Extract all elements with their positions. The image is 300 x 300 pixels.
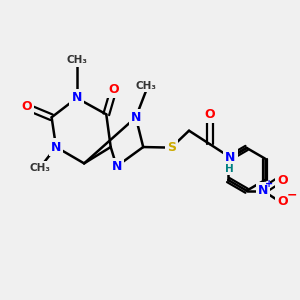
Text: −: − <box>287 188 298 201</box>
Text: N: N <box>111 160 122 173</box>
Text: N: N <box>130 111 141 124</box>
Text: S: S <box>167 141 176 154</box>
Text: N: N <box>51 140 61 154</box>
Text: N: N <box>258 184 268 197</box>
Text: CH₃: CH₃ <box>29 163 50 173</box>
Text: O: O <box>108 82 119 96</box>
Text: O: O <box>278 195 288 208</box>
Text: N: N <box>71 92 82 104</box>
Text: +: + <box>265 179 273 189</box>
Text: N: N <box>225 151 236 164</box>
Text: O: O <box>278 174 288 187</box>
Text: CH₃: CH₃ <box>66 55 87 65</box>
Text: O: O <box>21 100 32 113</box>
Text: CH₃: CH₃ <box>136 81 157 91</box>
Text: H: H <box>224 164 233 174</box>
Text: O: O <box>204 108 215 121</box>
